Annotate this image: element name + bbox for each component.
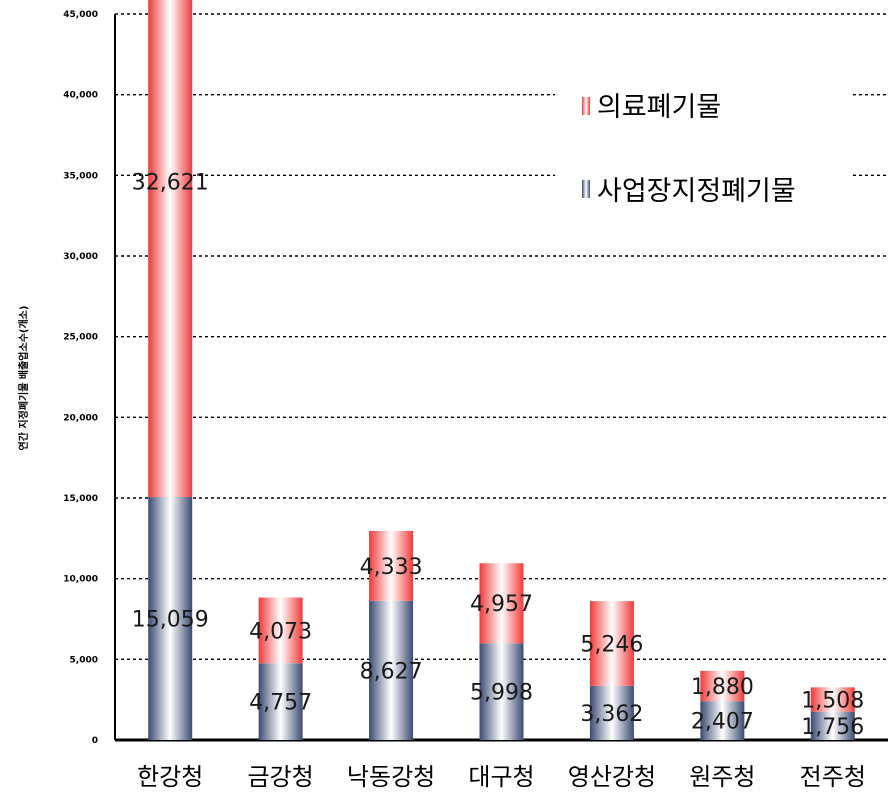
bar-segment-medical	[369, 530, 414, 601]
data-label-medical: 32,621	[132, 170, 209, 195]
data-label-medical: 1,508	[801, 689, 864, 714]
bar-segment-medical	[148, 0, 193, 498]
data-label-industrial: 3,362	[580, 702, 643, 727]
data-labels: 15,059 32,621 4,757 4,073 8,627 4,333 5,998 4,9…	[132, 170, 865, 740]
bar-segment-industrial	[258, 663, 303, 740]
bar-segment-medical	[810, 687, 855, 712]
legend-background	[555, 70, 850, 240]
legend-label-medical: 의료폐기물	[597, 92, 721, 123]
data-label-industrial: 5,998	[470, 681, 533, 706]
bar-segment-industrial	[369, 600, 414, 740]
category-label: 영산강청	[568, 763, 656, 791]
y-tick-label: 30,000	[63, 252, 98, 262]
y-tick-label: 10,000	[63, 575, 98, 585]
category-labels: 한강청 금강청 낙동강청 대구청 영산강청 원주청 전주청	[137, 763, 866, 791]
category-label: 한강청	[137, 763, 203, 791]
bar-segment-industrial	[810, 711, 855, 740]
category-label: 대구청	[468, 763, 534, 791]
y-tick-label: 25,000	[63, 333, 98, 343]
bar-segment-medical	[258, 597, 303, 664]
category-label: 낙동강청	[347, 763, 435, 791]
data-label-medical: 4,333	[360, 555, 423, 580]
data-label-industrial: 1,756	[801, 715, 864, 740]
data-label-industrial: 8,627	[360, 659, 423, 684]
bars	[148, 0, 855, 740]
data-label-industrial: 2,407	[691, 710, 754, 735]
legend-swatch-industrial	[582, 180, 590, 198]
y-axis-label: 연간 지정폐기물 배출업소수(개소)	[17, 306, 30, 451]
bar-segment-industrial	[589, 685, 634, 740]
data-label-medical: 4,073	[249, 619, 312, 644]
legend: 의료폐기물 사업장지정폐기물	[555, 70, 850, 240]
y-tick-label: 20,000	[63, 413, 98, 423]
y-tick-label: 15,000	[63, 494, 98, 504]
y-tick-label: 40,000	[63, 91, 98, 101]
y-tick-label: 35,000	[63, 171, 98, 181]
bar-segment-medical	[589, 601, 634, 686]
category-label: 금강청	[248, 763, 314, 791]
y-tick-label: 0	[92, 736, 98, 746]
y-tick-labels: 0 5,000 10,000 15,000 20,000 25,000 30,000 35,0…	[63, 10, 98, 746]
category-label: 원주청	[689, 763, 755, 791]
data-label-medical: 1,880	[691, 675, 754, 700]
data-label-industrial: 15,059	[132, 608, 209, 633]
data-label-industrial: 4,757	[249, 691, 312, 716]
gridlines	[115, 13, 888, 661]
data-label-medical: 4,957	[470, 592, 533, 617]
category-label: 전주청	[800, 763, 866, 791]
legend-swatch-medical	[582, 97, 590, 115]
bar-segment-medical	[479, 563, 524, 644]
data-label-medical: 5,246	[580, 632, 643, 657]
bar-segment-industrial	[148, 497, 193, 740]
y-tick-label: 45,000	[63, 10, 98, 20]
bar-segment-industrial	[700, 701, 745, 740]
legend-label-industrial: 사업장지정폐기물	[597, 176, 796, 207]
y-tick-label: 5,000	[70, 655, 98, 665]
bar-segment-medical	[700, 670, 745, 702]
bar-segment-industrial	[479, 643, 524, 740]
